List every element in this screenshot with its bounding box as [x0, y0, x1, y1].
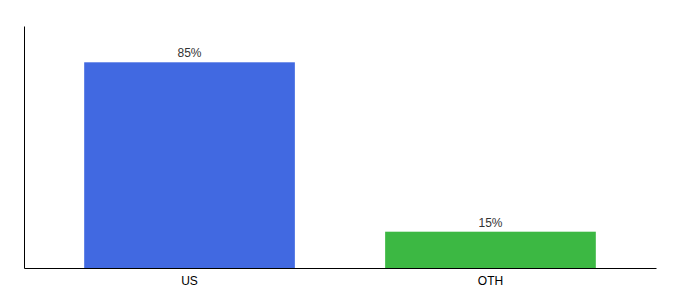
x-tick: OTH	[478, 268, 503, 288]
chart: 85% 15% US OTH	[0, 0, 680, 300]
bar	[385, 232, 596, 268]
x-axis-line	[25, 268, 657, 269]
data-labels: 85% 15%	[178, 46, 503, 229]
x-axis: US OTH	[25, 268, 657, 288]
y-axis	[24, 27, 25, 269]
data-label: 85%	[178, 46, 202, 60]
data-label: 15%	[478, 216, 502, 230]
y-axis-line	[24, 27, 25, 269]
x-tick-label: US	[181, 274, 198, 288]
bars	[84, 62, 596, 268]
x-tick-label: OTH	[478, 274, 503, 288]
x-tick: US	[181, 268, 198, 288]
bar	[84, 62, 295, 268]
